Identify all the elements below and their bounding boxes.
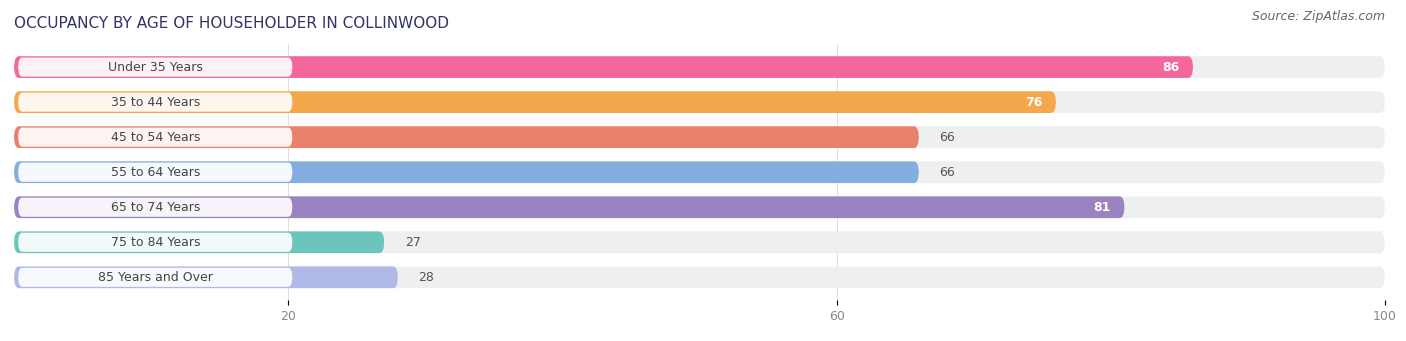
Text: 75 to 84 Years: 75 to 84 Years (111, 236, 200, 249)
FancyBboxPatch shape (14, 91, 1056, 113)
FancyBboxPatch shape (14, 161, 920, 183)
Text: 81: 81 (1094, 201, 1111, 214)
FancyBboxPatch shape (14, 232, 384, 253)
Text: 76: 76 (1025, 95, 1042, 109)
FancyBboxPatch shape (18, 233, 292, 252)
Text: 86: 86 (1161, 61, 1180, 74)
FancyBboxPatch shape (14, 266, 1385, 288)
FancyBboxPatch shape (14, 232, 1385, 253)
FancyBboxPatch shape (14, 126, 1385, 148)
FancyBboxPatch shape (18, 198, 292, 217)
Text: Under 35 Years: Under 35 Years (108, 61, 202, 74)
FancyBboxPatch shape (18, 128, 292, 147)
Text: 28: 28 (419, 271, 434, 284)
FancyBboxPatch shape (14, 266, 398, 288)
FancyBboxPatch shape (14, 161, 1385, 183)
Text: 85 Years and Over: 85 Years and Over (98, 271, 212, 284)
FancyBboxPatch shape (14, 56, 1192, 78)
FancyBboxPatch shape (14, 56, 1385, 78)
Text: 45 to 54 Years: 45 to 54 Years (111, 131, 200, 144)
FancyBboxPatch shape (18, 92, 292, 112)
FancyBboxPatch shape (14, 196, 1125, 218)
FancyBboxPatch shape (18, 268, 292, 287)
Text: 35 to 44 Years: 35 to 44 Years (111, 95, 200, 109)
Text: 66: 66 (939, 166, 955, 179)
FancyBboxPatch shape (18, 163, 292, 182)
Text: 27: 27 (405, 236, 420, 249)
FancyBboxPatch shape (18, 58, 292, 77)
Text: Source: ZipAtlas.com: Source: ZipAtlas.com (1251, 10, 1385, 23)
Text: 66: 66 (939, 131, 955, 144)
Text: OCCUPANCY BY AGE OF HOUSEHOLDER IN COLLINWOOD: OCCUPANCY BY AGE OF HOUSEHOLDER IN COLLI… (14, 16, 449, 31)
FancyBboxPatch shape (14, 91, 1385, 113)
Text: 55 to 64 Years: 55 to 64 Years (111, 166, 200, 179)
FancyBboxPatch shape (14, 196, 1385, 218)
Text: 65 to 74 Years: 65 to 74 Years (111, 201, 200, 214)
FancyBboxPatch shape (14, 126, 920, 148)
